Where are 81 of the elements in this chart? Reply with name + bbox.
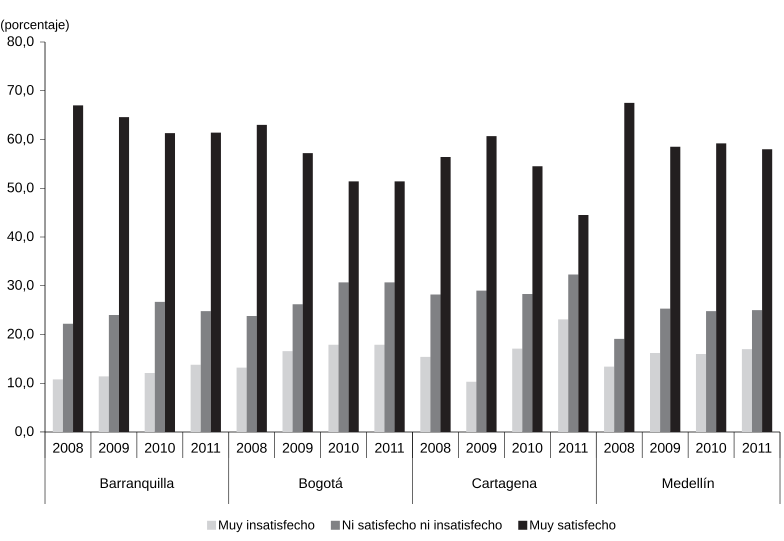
x-tick-label: 2011 <box>558 442 588 453</box>
bar <box>236 368 247 432</box>
text: Bogotá <box>300 478 343 491</box>
bar <box>164 133 176 432</box>
bar <box>328 344 339 432</box>
bar <box>108 314 119 432</box>
bar <box>200 311 211 432</box>
bar <box>282 351 293 432</box>
bar <box>486 136 497 432</box>
bar <box>302 153 313 432</box>
bar <box>98 376 109 432</box>
bar <box>706 311 716 432</box>
bar <box>338 282 349 432</box>
bar <box>430 294 441 432</box>
x-tick-label: 2010 <box>512 442 542 453</box>
bar <box>466 382 476 432</box>
y-tick-label: 0,0 <box>15 426 34 438</box>
x-tick-label: 2008 <box>236 442 267 453</box>
bar <box>650 353 660 432</box>
y-tick-label: 10,0 <box>8 377 34 390</box>
x-tick-label: 2011 <box>742 442 772 453</box>
bar <box>190 364 201 432</box>
text: Barranquilla <box>100 478 174 491</box>
bar <box>522 294 532 432</box>
bar <box>52 379 63 432</box>
bar <box>374 344 384 432</box>
x-tick-label: 2008 <box>420 442 450 453</box>
bar <box>440 157 451 432</box>
bar <box>742 349 752 432</box>
bar <box>420 356 430 432</box>
bar <box>73 105 84 432</box>
bar <box>210 132 221 432</box>
bar <box>762 149 772 432</box>
x-tick-label: 2009 <box>466 442 496 453</box>
bar <box>614 338 624 432</box>
x-tick-label: 2009 <box>282 442 313 453</box>
text: Cartagena <box>472 478 538 491</box>
x-tick-label: 2009 <box>650 442 680 453</box>
x-tick-label: 2011 <box>191 442 220 453</box>
bar <box>118 117 130 432</box>
bar <box>384 282 395 432</box>
x-tick-label: 2009 <box>99 442 129 453</box>
y-axis-title: (porcentaje) <box>1 20 69 32</box>
bar <box>716 143 726 432</box>
y-tick-label: 20,0 <box>8 328 34 340</box>
y-tick-label: 40,0 <box>7 231 34 243</box>
bar <box>752 310 762 432</box>
x-tick-label: 2010 <box>144 442 175 453</box>
y-tick-label: 30,0 <box>7 280 34 292</box>
bar <box>62 324 74 432</box>
y-tick-label: 50,0 <box>7 182 34 194</box>
legend-label: Muy satisfecho <box>530 520 616 532</box>
bar <box>696 354 706 432</box>
bar <box>670 146 680 432</box>
bar <box>476 290 486 432</box>
bar <box>604 366 614 432</box>
bar <box>256 124 267 432</box>
x-tick-label: 2010 <box>696 442 726 453</box>
bar <box>532 166 543 432</box>
bar <box>154 302 165 432</box>
bar <box>558 319 568 432</box>
x-tick-label: 2008 <box>53 442 83 453</box>
y-tick-label: 70,0 <box>8 84 34 97</box>
bar <box>394 181 405 432</box>
legend-label: Ni satisfecho ni insatisfecho <box>342 520 502 530</box>
bar <box>512 348 522 432</box>
y-tick-label: 80,0 <box>8 36 34 48</box>
text: Medellín <box>662 478 714 488</box>
bar <box>246 316 257 432</box>
bar <box>348 181 359 432</box>
x-tick-label: 2008 <box>604 442 634 453</box>
bar <box>568 274 578 432</box>
bar <box>144 373 155 432</box>
x-tick-label: 2011 <box>375 442 404 453</box>
bar <box>624 102 634 432</box>
bar <box>660 308 670 432</box>
bar <box>292 304 303 432</box>
x-tick-label: 2010 <box>328 442 359 453</box>
bar <box>578 215 588 432</box>
y-tick-label: 60,0 <box>8 134 34 146</box>
legend-label: Muy insatisfecho <box>219 520 314 532</box>
